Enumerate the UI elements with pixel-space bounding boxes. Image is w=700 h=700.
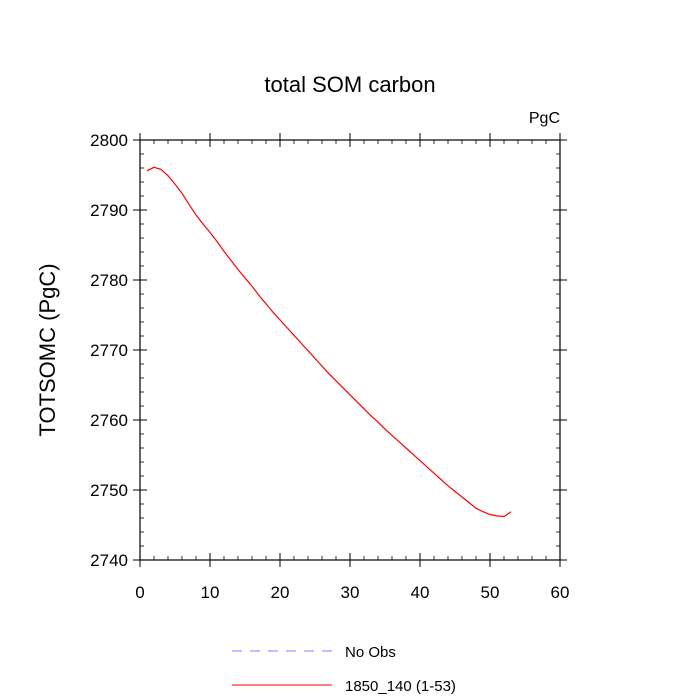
series-layer <box>146 166 512 518</box>
x-tick-label: 0 <box>135 583 144 602</box>
series-line-0 <box>146 166 512 518</box>
legend: No Obs 1850_140 (1-53) <box>232 644 456 695</box>
axis-tick-labels: 0 10 20 30 40 50 60 2740 2750 2760 2770 2780 2790 280… <box>90 131 569 602</box>
y-axis-label: TOTSOMC (PgC) <box>35 263 60 436</box>
plot-frame <box>139 139 561 561</box>
chart-title: total SOM carbon <box>264 72 435 97</box>
y-tick-label: 2750 <box>90 481 128 500</box>
x-tick-label: 30 <box>341 583 360 602</box>
y-tick-label: 2770 <box>90 341 128 360</box>
y-tick-label: 2780 <box>90 271 128 290</box>
legend-label-1850-140: 1850_140 (1-53) <box>345 678 456 695</box>
y-tick-label: 2800 <box>90 131 128 150</box>
x-tick-label: 50 <box>481 583 500 602</box>
x-tick-label: 10 <box>201 583 220 602</box>
x-tick-label: 60 <box>551 583 570 602</box>
y-tick-label: 2790 <box>90 201 128 220</box>
axis-ticks <box>133 133 567 567</box>
y-tick-label: 2760 <box>90 411 128 430</box>
units-label: PgC <box>529 110 560 127</box>
x-tick-label: 40 <box>411 583 430 602</box>
x-tick-label: 20 <box>271 583 290 602</box>
y-tick-label: 2740 <box>90 551 128 570</box>
legend-label-no-obs: No Obs <box>345 644 396 661</box>
